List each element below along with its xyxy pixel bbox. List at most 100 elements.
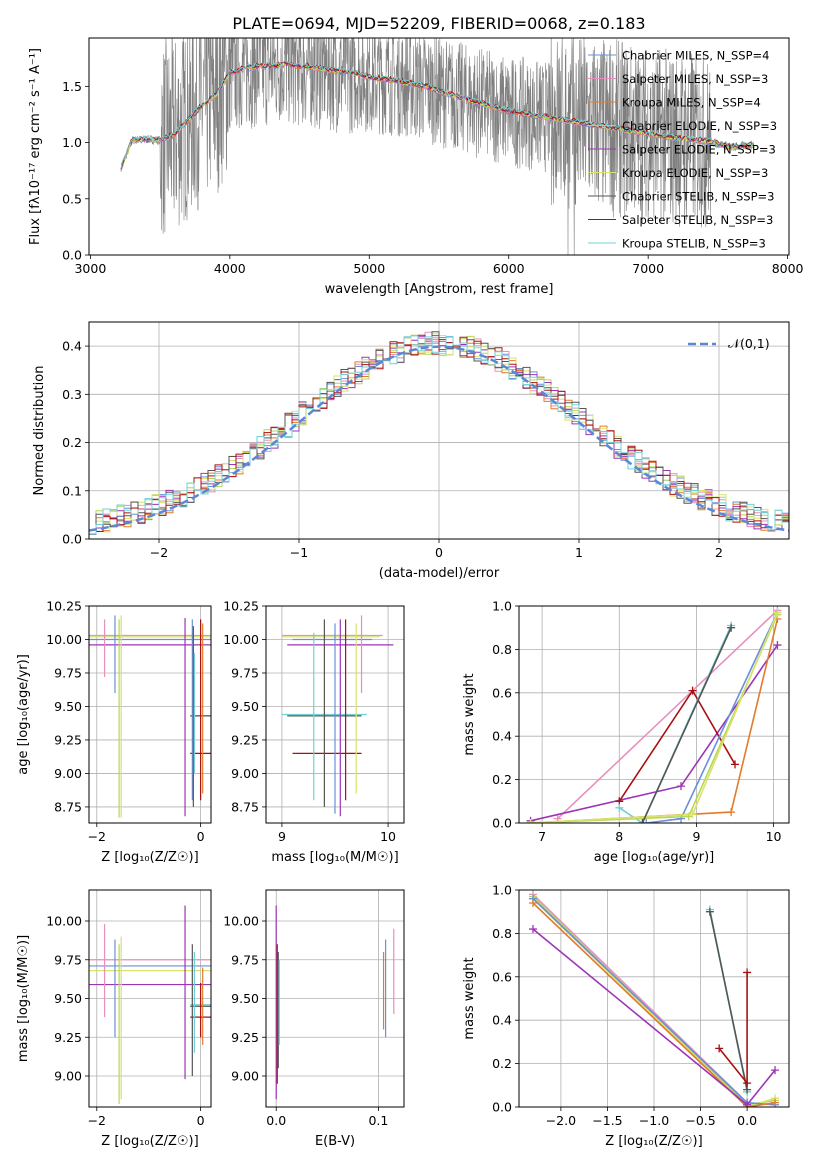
legend-label: Chabrier MILES, N_SSP=4 — [622, 49, 769, 63]
model-spectrum-line — [120, 60, 755, 169]
y-axis-label: mass [log₁₀(M/M☉)] — [16, 935, 31, 1062]
mass-weight-point — [705, 907, 714, 916]
mass-weight-point — [715, 1044, 724, 1053]
age-vs-mass-panel: 9 10 8.75 9.00 9.25 9.50 9.75 10.00 10.25 mass [l… — [223, 599, 405, 865]
x-tick-label: −2 — [150, 545, 168, 560]
y-tick-label: 9.00 — [231, 1069, 259, 1084]
y-tick-label: 9.00 — [231, 766, 259, 781]
mass-vs-metallicity-panel: −2 0 9.00 9.25 9.50 9.75 10.00 Z [log₁₀(Z/Z☉)] m… — [16, 889, 212, 1149]
mass-weight-point — [771, 1066, 780, 1075]
legend-label: Kroupa STELIB, N_SSP=3 — [622, 237, 766, 251]
y-tick-label: 1.0 — [62, 135, 82, 150]
y-tick-label: 9.00 — [54, 766, 82, 781]
y-tick-label: 0.6 — [492, 969, 512, 984]
mass-weight-point — [773, 641, 782, 650]
x-tick-label: −2 — [88, 829, 106, 844]
x-axis-label: E(B-V) — [315, 1134, 355, 1149]
x-tick-label: −2 — [88, 1113, 106, 1128]
mass-weight-point — [528, 899, 537, 908]
mass-weight-point — [743, 1079, 752, 1088]
y-tick-label: 9.75 — [54, 952, 82, 967]
legend-label: Salpeter STELIB, N_SSP=3 — [622, 213, 773, 227]
normal-distribution-curve — [89, 345, 789, 532]
mass-weight-point — [528, 925, 537, 934]
x-tick-label: 2 — [715, 545, 723, 560]
x-tick-label: −1.0 — [639, 1113, 669, 1128]
y-tick-label: 0.0 — [492, 816, 512, 831]
x-tick-label: 0 — [197, 1113, 205, 1128]
mass-weight-point — [677, 782, 685, 791]
y-tick-label: 0.1 — [62, 483, 82, 498]
x-tick-label: −1.5 — [592, 1113, 622, 1128]
plot-area — [89, 615, 211, 818]
y-axis-label: age [log₁₀(age/yr)] — [16, 654, 31, 775]
y-tick-label: 9.25 — [54, 1030, 82, 1045]
axes-frame — [88, 605, 212, 824]
mass-weight-line — [557, 609, 778, 820]
mass-weight-point — [638, 819, 647, 823]
y-tick-label: 0.5 — [62, 191, 82, 206]
axes-frame — [265, 605, 405, 824]
plot-area — [526, 606, 782, 823]
x-tick-label: 10 — [380, 829, 396, 844]
mass-weight-point — [743, 968, 752, 977]
mass-weight-point — [743, 1100, 752, 1107]
legend-label: Chabrier STELIB, N_SSP=3 — [622, 190, 774, 204]
mass-weight-line — [530, 612, 779, 823]
mass-vs-ebv-panel: 0.0 0.1 9.00 9.25 9.50 9.75 10.00 E(B-V) — [223, 889, 405, 1149]
spectrum-panel: 3000 4000 5000 6000 7000 8000 0.0 0.5 1.0 1.5 wave… — [28, 37, 804, 297]
y-tick-label: 10.00 — [46, 632, 82, 647]
model-spectrum-line — [120, 61, 754, 169]
residuals-panel: −2 −1 0 1 2 0.0 0.1 0.2 0.3 0.4 (data-model)/error… — [32, 321, 790, 581]
x-tick-label: 10 — [766, 829, 782, 844]
y-tick-label: 0.2 — [62, 435, 82, 450]
x-axis-label: Z [log₁₀(Z/Z☉)] — [101, 1134, 198, 1149]
axes-frame — [518, 605, 790, 824]
x-tick-label: 9 — [278, 829, 286, 844]
y-tick-label: 9.75 — [231, 952, 259, 967]
y-tick-label: 9.75 — [231, 665, 259, 680]
y-tick-label: 10.00 — [46, 914, 82, 929]
y-tick-label: 0.8 — [492, 642, 512, 657]
x-tick-label: 9 — [692, 829, 700, 844]
y-tick-label: 9.50 — [231, 699, 259, 714]
y-axis-label: mass weight — [462, 673, 477, 755]
mass-weight-line — [530, 644, 779, 822]
x-tick-label: 0 — [435, 545, 443, 560]
y-axis-label: Normed distribution — [32, 366, 47, 496]
mass-weight-line — [709, 911, 748, 1090]
observed-spectrum-line — [120, 38, 755, 255]
y-tick-label: 8.75 — [54, 799, 82, 814]
plot-area — [281, 615, 394, 817]
y-tick-label: 9.00 — [54, 1069, 82, 1084]
x-tick-label: 8000 — [772, 261, 804, 276]
y-tick-label: 10.25 — [46, 599, 82, 614]
y-tick-label: 9.50 — [54, 991, 82, 1006]
y-tick-label: 9.25 — [231, 732, 259, 747]
legend-label: Salpeter ELODIE, N_SSP=3 — [622, 143, 776, 157]
y-tick-label: 9.25 — [54, 732, 82, 747]
axes-frame — [88, 37, 790, 256]
x-axis-label: (data-model)/error — [379, 566, 500, 581]
plot-area — [275, 905, 395, 1100]
y-tick-label: 8.75 — [231, 799, 259, 814]
x-axis-label: Z [log₁₀(Z/Z☉)] — [605, 1134, 702, 1149]
y-tick-label: 0.4 — [62, 339, 82, 354]
y-tick-label: 10.00 — [223, 914, 259, 929]
mass-weight-line — [532, 898, 776, 1107]
x-tick-label: 0 — [197, 829, 205, 844]
mass-weight-point — [615, 803, 624, 812]
y-tick-label: 0.4 — [492, 729, 512, 744]
legend-label: Salpeter MILES, N_SSP=3 — [622, 72, 768, 86]
model-spectrum-line — [120, 61, 754, 170]
residual-histogram-step — [89, 335, 789, 535]
weight-vs-age-panel: 7 8 9 10 0.0 0.2 0.4 0.6 0.8 1.0 age [log₁₀(age/yr… — [462, 599, 790, 865]
mass-weight-point — [677, 814, 685, 823]
y-tick-label: 9.25 — [231, 1030, 259, 1045]
x-axis-label: mass [log₁₀(M/M☉)] — [271, 850, 398, 865]
mass-weight-line — [646, 612, 779, 823]
y-tick-label: 0.3 — [62, 387, 82, 402]
legend-label: 𝒩(0,1) — [728, 336, 770, 351]
mass-weight-line — [641, 627, 732, 823]
mass-weight-line — [618, 625, 732, 823]
